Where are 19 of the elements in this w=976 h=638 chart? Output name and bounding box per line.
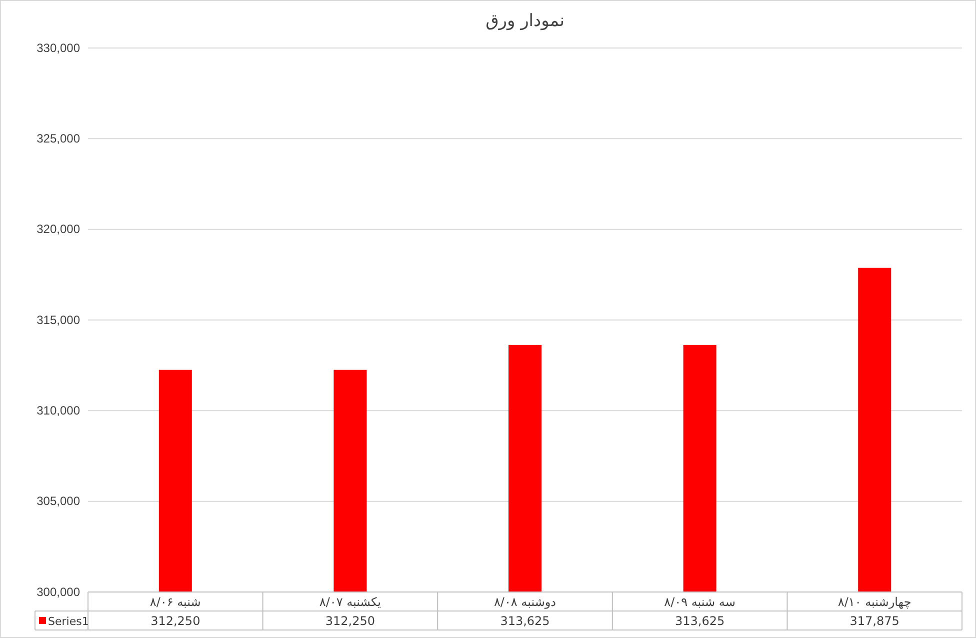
x-tick-label: چهارشنبه ۸/۱۰	[838, 595, 912, 609]
y-tick-label: 310,000	[36, 404, 80, 418]
data-label: 312,250	[150, 614, 200, 628]
x-tick-label: شنبه ۸/۰۶	[150, 595, 201, 609]
y-tick-label: 325,000	[36, 132, 80, 146]
legend-label: Series1	[48, 615, 89, 628]
y-tick-label: 305,000	[36, 494, 80, 508]
data-label: 312,250	[325, 614, 376, 628]
data-label: 317,875	[850, 614, 900, 628]
data-label: 313,625	[500, 614, 550, 628]
y-tick-label: 330,000	[36, 40, 80, 55]
x-tick-label: یکشنبه ۸/۰۷	[319, 595, 381, 609]
y-tick-label: 315,000	[36, 312, 80, 327]
chart-title: نمودار ورق	[486, 11, 564, 31]
y-tick-label: 320,000	[36, 222, 80, 236]
data-label: 313,625	[674, 614, 725, 628]
y-tick-label: 300,000	[36, 584, 80, 599]
x-tick-label: سه شنبه ۸/۰۹	[664, 595, 736, 609]
x-tick-label: دوشنبه ۸/۰۸	[494, 595, 556, 609]
